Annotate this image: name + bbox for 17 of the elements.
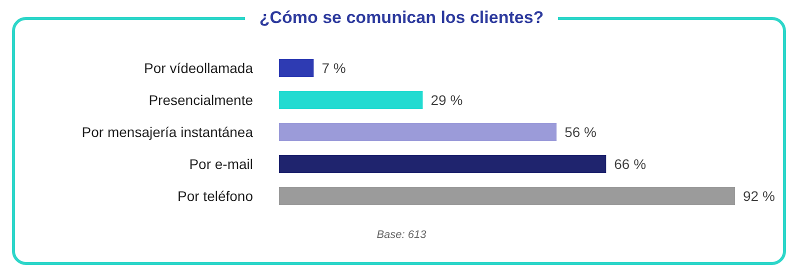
- chart-title: ¿Cómo se comunican los clientes?: [245, 8, 558, 27]
- bar: [279, 91, 423, 109]
- data-label: 56 %: [564, 124, 596, 140]
- data-label: 29 %: [430, 92, 463, 108]
- y-tick-label: Por teléfono: [178, 188, 254, 204]
- bar: [279, 59, 314, 77]
- y-tick-label: Por e-mail: [189, 156, 253, 172]
- data-label: 92 %: [743, 188, 775, 204]
- y-tick-label: Por vídeollamada: [144, 60, 254, 76]
- bar: [279, 155, 606, 173]
- bar: [279, 123, 557, 141]
- y-tick-label: Presencialmente: [148, 92, 254, 108]
- bar: [279, 187, 735, 205]
- data-label: 66 %: [614, 156, 646, 172]
- text: Base: 613: [376, 229, 428, 241]
- y-tick-label: Por mensajería instantánea: [82, 124, 254, 140]
- data-label: 7 %: [322, 60, 346, 76]
